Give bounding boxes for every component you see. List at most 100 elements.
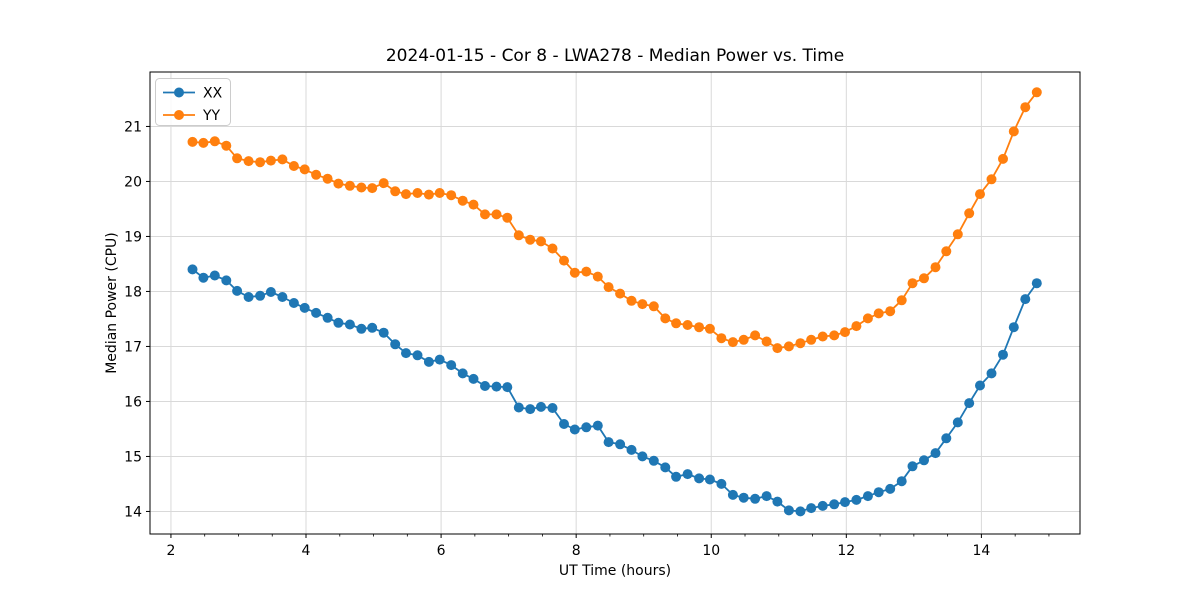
data-point-xx	[344, 319, 355, 330]
data-point-xx	[941, 433, 952, 444]
data-point-xx	[232, 285, 243, 296]
data-point-xx	[772, 496, 783, 507]
data-point-yy	[209, 136, 220, 147]
data-point-xx	[378, 327, 389, 338]
data-point-yy	[829, 330, 840, 341]
data-point-yy	[637, 299, 648, 310]
data-point-xx	[457, 368, 468, 379]
data-point-yy	[198, 137, 209, 148]
data-point-yy	[930, 262, 941, 273]
data-point-xx	[547, 403, 558, 413]
data-point-xx	[660, 462, 671, 473]
data-point-yy	[626, 295, 637, 306]
data-point-xx	[986, 368, 997, 379]
data-point-yy	[457, 195, 468, 206]
data-point-yy	[885, 306, 896, 317]
data-point-yy	[221, 140, 232, 151]
y-tick-label: 15	[124, 449, 142, 465]
data-point-xx	[885, 483, 896, 494]
data-point-xx	[783, 505, 794, 516]
data-point-yy	[704, 323, 715, 334]
data-point-yy	[559, 255, 569, 266]
data-point-yy	[772, 343, 783, 354]
data-point-yy	[536, 236, 546, 247]
data-point-xx	[795, 506, 806, 517]
y-tick-label: 20	[124, 174, 142, 190]
legend-label-xx: XX	[203, 86, 223, 102]
y-tick-label: 17	[124, 339, 142, 355]
legend-marker-yy	[174, 110, 184, 120]
data-point-xx	[491, 381, 502, 392]
data-point-xx	[817, 500, 828, 511]
data-point-xx	[998, 349, 1008, 360]
data-point-yy	[615, 288, 626, 299]
data-point-yy	[401, 189, 411, 200]
data-point-yy	[423, 189, 434, 200]
data-point-xx	[209, 270, 220, 281]
data-point-yy	[255, 157, 266, 168]
data-point-yy	[592, 271, 603, 282]
data-point-xx	[626, 444, 637, 455]
chart-title: 2024-01-15 - Cor 8 - LWA278 - Median Pow…	[385, 46, 845, 66]
data-point-yy	[468, 199, 479, 210]
data-point-xx	[840, 497, 850, 508]
data-point-yy	[750, 330, 761, 341]
data-point-yy	[243, 156, 254, 167]
data-point-xx	[907, 461, 918, 472]
data-point-xx	[829, 499, 840, 510]
data-point-yy	[288, 161, 299, 171]
data-point-yy	[806, 334, 817, 345]
data-point-xx	[1008, 322, 1019, 333]
data-point-xx	[896, 476, 907, 487]
data-point-xx	[513, 402, 524, 413]
y-axis-label: Median Power (CPU)	[104, 232, 120, 374]
data-point-xx	[468, 373, 479, 384]
data-point-yy	[783, 341, 794, 352]
data-point-yy	[648, 301, 659, 312]
data-point-xx	[648, 455, 659, 466]
data-point-yy	[525, 234, 536, 245]
data-point-xx	[559, 419, 569, 429]
data-point-yy	[378, 178, 389, 189]
data-point-yy	[694, 322, 705, 333]
x-tick-label: 4	[302, 543, 311, 559]
data-point-xx	[423, 356, 434, 367]
data-point-xx	[761, 491, 772, 502]
data-point-xx	[356, 323, 367, 334]
x-tick-label: 6	[437, 543, 446, 559]
x-axis-label: UT Time (hours)	[558, 563, 672, 579]
data-point-yy	[513, 230, 524, 241]
plot-border	[149, 71, 1081, 535]
data-point-xx	[750, 493, 761, 504]
x-tick-label: 10	[702, 543, 720, 559]
data-point-xx	[581, 422, 592, 433]
data-point-yy	[761, 336, 772, 347]
data-point-xx	[277, 292, 288, 302]
data-point-xx	[367, 322, 378, 333]
data-point-yy	[311, 169, 322, 180]
data-point-xx	[322, 312, 333, 323]
data-point-xx	[930, 448, 941, 459]
data-point-yy	[344, 180, 355, 191]
y-tick-label: 19	[124, 229, 142, 245]
data-point-xx	[536, 401, 546, 412]
data-point-xx	[603, 437, 614, 448]
data-point-xx	[919, 455, 929, 466]
data-point-xx	[704, 474, 715, 485]
data-point-xx	[1031, 278, 1042, 289]
data-point-yy	[738, 334, 749, 345]
data-point-yy	[446, 190, 457, 201]
data-point-xx	[412, 350, 423, 361]
data-point-xx	[299, 302, 310, 313]
data-point-xx	[434, 354, 445, 365]
data-point-yy	[299, 164, 310, 175]
data-point-xx	[243, 292, 254, 302]
data-point-xx	[738, 492, 749, 503]
data-point-yy	[1020, 102, 1031, 113]
data-point-yy	[603, 282, 614, 293]
data-point-xx	[446, 360, 457, 371]
data-point-xx	[964, 398, 975, 409]
data-point-yy	[412, 188, 423, 198]
data-point-yy	[660, 313, 671, 324]
data-point-yy	[873, 308, 884, 319]
